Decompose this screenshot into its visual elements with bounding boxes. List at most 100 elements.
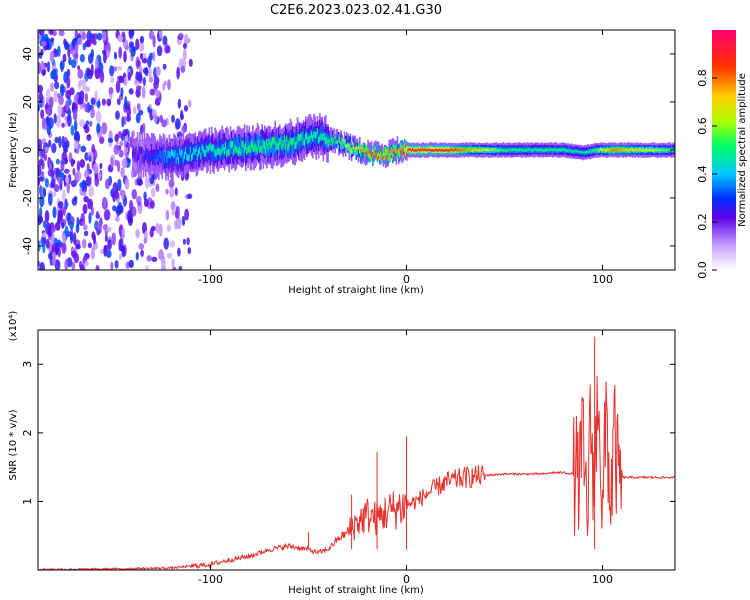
heatmap-noise-cell	[61, 221, 65, 229]
colorbar-tick-label: 0.2	[696, 213, 709, 231]
heatmap-ridge-cell	[634, 149, 636, 152]
y-tick-label: 1	[21, 498, 34, 505]
heatmap-ridge-cell	[668, 148, 670, 151]
heatmap-ridge-cell	[380, 150, 382, 159]
heatmap-ridge-cell	[196, 143, 199, 160]
heatmap-ridge-cell	[363, 150, 366, 154]
heatmap-ridge-cell	[317, 129, 320, 145]
heatmap-ridge-cell	[292, 138, 294, 145]
heatmap-ridge-cell	[149, 153, 152, 161]
heatmap-ridge-cell	[640, 148, 642, 151]
heatmap-ridge-cell	[134, 152, 136, 159]
heatmap-noise-cell	[188, 99, 192, 108]
heatmap-ridge-cell	[366, 145, 368, 153]
heatmap-ridge-cell	[293, 138, 295, 154]
heatmap-noise-cell	[47, 169, 54, 177]
x-tick-label: 0	[403, 273, 410, 286]
heatmap-ridge-cell	[150, 143, 153, 160]
heatmap-ridge-cell	[239, 146, 241, 154]
heatmap-ridge-cell	[297, 133, 300, 141]
heatmap-ridge-cell	[295, 141, 298, 149]
heatmap-noise-cell	[84, 104, 89, 113]
heatmap-ridge-cell	[174, 150, 176, 167]
heatmap-ridge-cell	[557, 148, 560, 152]
heatmap-noise-cell	[171, 114, 175, 124]
heatmap-ridge-cell	[205, 142, 207, 158]
heatmap-ridge-cell	[380, 149, 382, 153]
heatmap-ridge-cell	[175, 146, 178, 162]
heatmap-ridge-cell	[309, 134, 312, 142]
heatmap-ridge-cell	[138, 153, 140, 161]
heatmap-ridge-cell	[386, 155, 388, 159]
heatmap-ridge-cell	[419, 149, 421, 152]
heatmap-ridge-cell	[290, 138, 293, 146]
heatmap-ridge-cell	[245, 142, 247, 150]
heatmap-ridge-cell	[173, 151, 175, 159]
heatmap-ridge-cell	[447, 149, 449, 152]
heatmap-ridge-cell	[392, 152, 394, 161]
heatmap-ridge-cell	[344, 138, 347, 147]
heatmap-ridge-cell	[340, 141, 342, 145]
heatmap-ridge-cell	[381, 155, 383, 160]
heatmap-noise-cell	[171, 258, 175, 269]
heatmap-noise-cell	[57, 104, 63, 116]
heatmap-noise-cell	[120, 245, 126, 253]
heatmap-ridge-cell	[469, 148, 472, 152]
heatmap-ridge-cell	[222, 144, 225, 161]
heatmap-ridge-cell	[236, 147, 239, 155]
y-tick-label: -40	[21, 237, 34, 255]
heatmap-ridge-cell	[236, 136, 239, 152]
heatmap-noise-cell	[152, 51, 156, 62]
heatmap-ridge-cell	[347, 143, 349, 151]
heatmap-noise-cell	[108, 87, 114, 95]
heatmap-ridge-cell	[302, 128, 305, 144]
heatmap-ridge-cell	[455, 148, 458, 151]
heatmap-noise-cell	[121, 158, 128, 169]
heatmap-ridge-cell	[494, 148, 496, 151]
heatmap-ridge-cell	[389, 154, 392, 162]
heatmap-noise-cell	[169, 187, 175, 198]
heatmap-noise-cell	[106, 98, 112, 107]
heatmap-ridge-cell	[220, 149, 222, 157]
heatmap-ridge-cell	[415, 149, 418, 152]
heatmap-ridge-cell	[400, 142, 402, 151]
heatmap-ridge-cell	[230, 141, 233, 149]
heatmap-noise-cell	[162, 63, 167, 70]
heatmap-ridge-cell	[481, 148, 483, 152]
heatmap-ridge-cell	[508, 149, 510, 152]
heatmap-ridge-cell	[357, 141, 360, 150]
heatmap-ridge-cell	[170, 148, 173, 164]
heatmap-ridge-cell	[205, 150, 207, 157]
heatmap-ridge-cell	[364, 153, 367, 158]
heatmap-ridge-cell	[384, 148, 387, 168]
heatmap-ridge-cell	[305, 133, 307, 141]
colorbar-label: Normalized spectral amplitude	[737, 73, 748, 227]
heatmap-ridge-cell	[322, 133, 325, 141]
heatmap-ridge-cell	[376, 157, 379, 161]
heatmap-ridge-cell	[382, 155, 385, 160]
heatmap-ridge-cell	[320, 133, 322, 140]
colorbar-gradient	[712, 30, 736, 270]
heatmap-noise-cell	[162, 35, 168, 46]
heatmap-noise-cell	[62, 53, 67, 63]
heatmap-noise-cell	[128, 259, 134, 268]
heatmap-ridge-cell	[535, 148, 537, 151]
heatmap-noise-cell	[114, 216, 120, 222]
heatmap-noise-cell	[67, 212, 71, 226]
heatmap-ridge-cell	[422, 148, 425, 152]
heatmap-noise-cell	[155, 222, 160, 234]
heatmap-ridge-cell	[501, 148, 503, 152]
heatmap-ridge-cell	[210, 144, 213, 152]
heatmap-ridge-cell	[252, 142, 254, 150]
heatmap-noise-cell	[73, 252, 80, 264]
heatmap-ridge-cell	[608, 148, 610, 152]
heatmap-ridge-cell	[272, 139, 274, 155]
heatmap-ridge-cell	[248, 145, 251, 153]
heatmap-ridge-cell	[607, 148, 609, 152]
heatmap-ridge-cell	[179, 152, 181, 169]
heatmap-ridge-cell	[166, 155, 168, 163]
heatmap-ridge-cell	[233, 137, 235, 153]
heatmap-ridge-cell	[308, 135, 311, 143]
heatmap-ridge-cell	[523, 149, 526, 152]
